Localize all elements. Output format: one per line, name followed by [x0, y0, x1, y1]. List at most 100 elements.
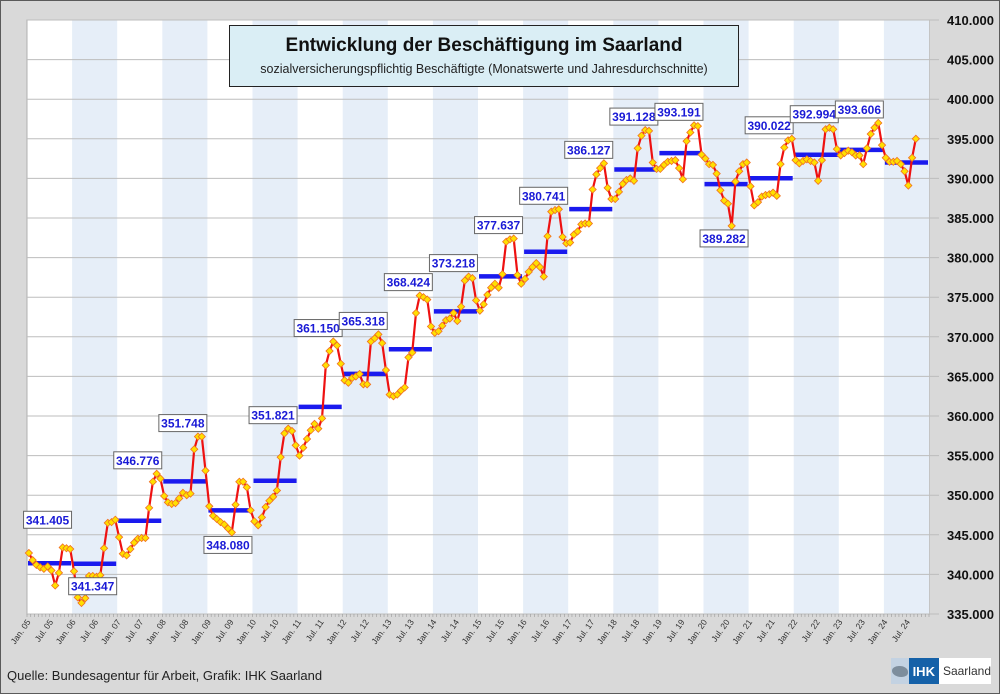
label-box: [519, 186, 569, 205]
monthly-data-point: [295, 451, 304, 460]
x-tick-label: Jul. 09: [213, 617, 236, 643]
monthly-data-point: [453, 316, 462, 326]
average-value-label: 393.606: [834, 100, 884, 119]
monthly-data-point: [671, 156, 680, 165]
monthly-data-point: [280, 429, 289, 438]
label-text: 348.080: [206, 538, 250, 552]
x-tick-label: Jan. 23: [820, 617, 844, 646]
monthly-data-point: [231, 500, 240, 509]
label-box: [564, 140, 614, 159]
monthly-data-point: [633, 144, 642, 153]
label-text: 361.150: [296, 322, 340, 336]
monthly-data-point: [595, 163, 605, 173]
label-box: [113, 451, 163, 470]
monthly-data-point: [201, 466, 210, 475]
y-tick-label: 335.000: [947, 607, 994, 622]
x-tick-label: Jan. 08: [144, 617, 168, 646]
x-tick-label: Jul. 17: [574, 617, 597, 643]
monthly-data-point: [911, 134, 921, 143]
monthly-data-point: [678, 175, 687, 184]
average-value-label: 365.318: [338, 311, 388, 330]
monthly-data-point: [468, 274, 477, 283]
monthly-data-point: [287, 426, 297, 436]
monthly-data-point: [584, 219, 594, 228]
label-text: 380.741: [522, 189, 566, 203]
monthly-data-point: [599, 159, 609, 168]
monthly-data-point: [479, 300, 488, 309]
monthly-data-point: [859, 159, 868, 169]
x-tick-label: Jan. 14: [414, 617, 438, 646]
monthly-data-point: [637, 131, 646, 140]
x-tick-label: Jul. 12: [348, 617, 371, 643]
y-tick-label: 410.000: [947, 13, 994, 28]
monthly-data-point: [325, 346, 334, 356]
monthly-data-point: [475, 306, 485, 315]
label-text: 341.347: [71, 580, 115, 594]
x-tick-label: Jul. 11: [304, 617, 326, 643]
chart-title: Entwicklung der Beschäftigung im Saarlan…: [285, 35, 683, 56]
label-box: [654, 102, 704, 121]
monthly-data-point: [456, 302, 466, 311]
year-band: [883, 20, 929, 614]
x-tick-label: Jan. 10: [234, 617, 258, 646]
monthly-data-point: [509, 234, 518, 243]
x-tick-label: Jul. 05: [33, 617, 56, 643]
saarland-map-icon: [891, 658, 909, 684]
monthly-data-point: [377, 338, 387, 348]
x-tick-label: Jul. 18: [619, 617, 642, 643]
source-note: Quelle: Bundesagentur für Arbeit, Grafik…: [7, 668, 323, 683]
monthly-data-point: [381, 365, 391, 375]
monthly-data-point: [449, 308, 458, 318]
x-tick-label: Jan. 24: [865, 617, 889, 646]
y-tick-label: 375.000: [947, 290, 994, 305]
label-box: [699, 229, 749, 248]
monthly-data-point: [753, 197, 763, 207]
monthly-data-point: [686, 128, 695, 137]
x-tick-label: Jul. 20: [709, 617, 732, 643]
monthly-data-point: [892, 156, 902, 166]
monthly-data-point: [77, 598, 86, 608]
average-value-label: 348.080: [203, 535, 253, 554]
average-value-label: 377.637: [474, 216, 524, 235]
monthly-data-point: [520, 274, 530, 284]
monthly-data-point: [197, 432, 206, 441]
label-box: [68, 577, 118, 596]
average-value-label: 373.218: [428, 254, 478, 273]
monthly-data-point: [874, 118, 883, 128]
monthly-data-point: [362, 380, 372, 389]
x-tick-label: Jan. 06: [54, 617, 78, 646]
label-text: 389.282: [702, 232, 746, 246]
x-tick-label: Jul. 06: [78, 617, 101, 643]
monthly-data-point: [238, 477, 248, 486]
monthly-data-point: [629, 176, 639, 185]
monthly-data-point: [543, 232, 552, 241]
x-tick-label: Jul. 19: [664, 617, 687, 643]
x-tick-label: Jan. 16: [505, 617, 529, 646]
monthly-data-point: [855, 151, 864, 160]
monthly-data-point: [148, 477, 158, 486]
y-tick-label: 360.000: [947, 409, 994, 424]
monthly-data-point: [742, 158, 751, 167]
monthly-data-point: [787, 134, 796, 143]
monthly-data-point: [400, 383, 409, 392]
monthly-data-point: [344, 378, 353, 387]
average-value-label: 351.821: [248, 406, 298, 425]
monthly-data-point: [81, 593, 90, 603]
monthly-data-point: [438, 321, 447, 330]
monthly-data-point: [423, 295, 432, 304]
monthly-data-point: [539, 272, 548, 281]
label-box: [338, 311, 388, 330]
monthly-data-point: [904, 181, 913, 190]
year-band: [72, 20, 118, 614]
label-text: 365.318: [342, 314, 386, 328]
average-value-label: 341.405: [23, 510, 73, 529]
monthly-data-point: [517, 279, 526, 288]
x-tick-label: Jul. 21: [754, 617, 777, 643]
monthly-data-point: [813, 176, 823, 185]
monthly-data-point: [712, 169, 721, 178]
monthly-data-point: [411, 308, 421, 318]
monthly-data-point: [682, 137, 691, 146]
monthly-data-point: [674, 163, 684, 173]
chart-subtitle: sozialversicherungspflichtig Beschäftigt…: [260, 62, 708, 76]
monthly-data-point: [588, 185, 597, 194]
